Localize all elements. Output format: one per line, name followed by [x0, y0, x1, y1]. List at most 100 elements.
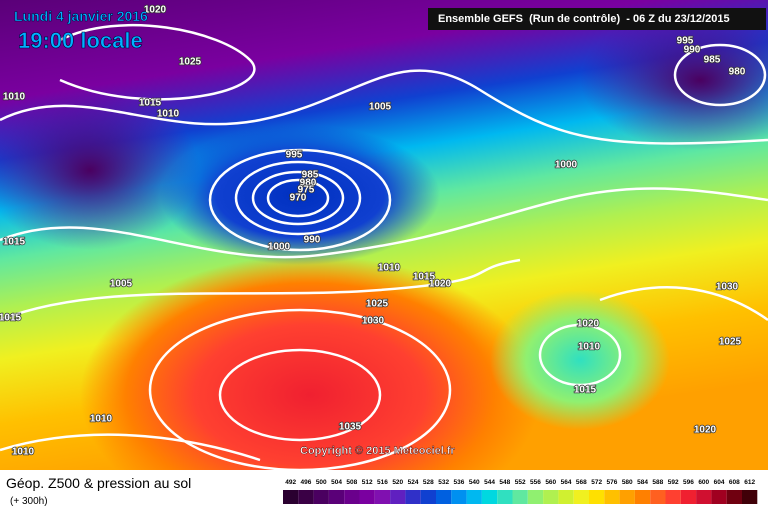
isobar-label: 1010 [578, 342, 601, 353]
isobar-label: 1000 [555, 160, 578, 171]
legend-label: 492 [285, 479, 296, 486]
legend-swatch [726, 490, 742, 504]
legend-label: 548 [499, 479, 510, 486]
legend-label: 596 [683, 479, 694, 486]
legend-swatch [497, 490, 513, 504]
isobar-label: 1015 [0, 313, 22, 324]
footer-title: Géop. Z500 & pression au sol [6, 475, 191, 491]
legend-label: 580 [622, 479, 633, 486]
isobar-label: 1010 [12, 447, 35, 458]
legend-swatch [390, 490, 406, 504]
legend-label: 588 [652, 479, 663, 486]
legend-label: 524 [408, 479, 419, 486]
isobar-label: 980 [300, 178, 317, 189]
legend-swatch [466, 490, 482, 504]
isobars [0, 23, 768, 472]
legend-swatch [558, 490, 574, 504]
legend: 492 496 500 504 508 512 516 520 524 528 532 536 540 5… [283, 479, 758, 504]
legend-label: 604 [714, 479, 725, 486]
isobar-label: 1020 [694, 425, 717, 436]
isobar-label: 975 [298, 185, 315, 196]
isobar-label: 1030 [362, 316, 385, 327]
legend-label: 516 [377, 479, 388, 486]
legend-swatch [589, 490, 605, 504]
legend-swatch [313, 490, 329, 504]
isobar-label: 1015 [139, 98, 162, 109]
isobar-label: 1025 [366, 299, 389, 310]
legend-swatch [696, 490, 712, 504]
legend-swatch [436, 490, 452, 504]
isobar-label: 1010 [378, 263, 401, 274]
legend-swatch [512, 490, 528, 504]
isobar-label: 1030 [716, 282, 739, 293]
legend-swatch [527, 490, 544, 504]
legend-swatch [481, 490, 498, 504]
isobar-label: 1020 [429, 279, 452, 290]
legend-swatch [650, 490, 666, 504]
isobar-labels: 1020102510151010101010059959859809759709… [0, 4, 747, 459]
isobar-label: 995 [677, 36, 694, 47]
legend-swatch [298, 490, 314, 504]
isobar-label: 1020 [577, 319, 600, 330]
legend-swatch [451, 490, 467, 504]
isobar-label: 1015 [3, 237, 26, 248]
isobar-label: 1010 [157, 109, 180, 120]
isobar-label: 985 [302, 170, 319, 181]
legend-label: 592 [668, 479, 679, 486]
run-bar [428, 8, 766, 30]
legend-label: 540 [469, 479, 480, 486]
legend-swatch [359, 490, 375, 504]
legend-swatch [665, 490, 681, 504]
legend-swatch [283, 490, 299, 504]
legend-label: 500 [316, 479, 327, 486]
legend-label: 528 [423, 479, 434, 486]
isobar-label: 1010 [90, 414, 113, 425]
legend-label: 532 [438, 479, 449, 486]
legend-label: 504 [331, 479, 342, 486]
legend-label: 512 [362, 479, 373, 486]
isobar-label: 990 [684, 45, 701, 56]
isobar-label: 1010 [3, 92, 26, 103]
legend-label: 496 [301, 479, 312, 486]
legend-swatch [711, 490, 727, 504]
legend-swatch [420, 490, 436, 504]
legend-swatch [344, 490, 360, 504]
legend-label: 552 [515, 479, 526, 486]
legend-swatch [405, 490, 421, 504]
isobar-label: 1025 [719, 337, 742, 348]
legend-label: 608 [729, 479, 740, 486]
isobar-label: 980 [729, 67, 746, 78]
legend-label: 556 [530, 479, 541, 486]
legend-swatch [742, 490, 758, 504]
time: 19:00 locale [18, 28, 143, 53]
isobar-label: 985 [704, 55, 721, 66]
legend-swatch [573, 490, 589, 504]
legend-swatch [543, 490, 559, 504]
legend-label: 572 [591, 479, 602, 486]
isobar-label: 1015 [574, 385, 597, 396]
legend-swatch [604, 490, 620, 504]
isobar-label: 1015 [413, 272, 436, 283]
isobar-label: 990 [304, 235, 321, 246]
isobar-label: 970 [290, 193, 307, 204]
isobar-label: 1020 [144, 5, 167, 16]
legend-label: 508 [346, 479, 357, 486]
isobar-label: 1025 [179, 57, 202, 68]
isobar-label: 1035 [339, 422, 362, 433]
legend-swatch [328, 490, 345, 504]
run-info: Ensemble GEFS (Run de contrôle) - 06 Z d… [438, 13, 730, 25]
legend-label: 584 [637, 479, 648, 486]
legend-label: 612 [744, 479, 755, 486]
isobar-label: 1005 [369, 102, 392, 113]
legend-label: 600 [698, 479, 709, 486]
legend-label: 564 [561, 479, 572, 486]
legend-swatch [634, 490, 651, 504]
legend-label: 536 [454, 479, 465, 486]
isobar-label: 995 [286, 150, 303, 161]
footer-lead: (+ 300h) [10, 496, 48, 507]
legend-swatch [680, 490, 697, 504]
legend-label: 576 [607, 479, 618, 486]
legend-swatch [619, 490, 635, 504]
date: Lundi 4 janvier 2016 [14, 8, 148, 24]
